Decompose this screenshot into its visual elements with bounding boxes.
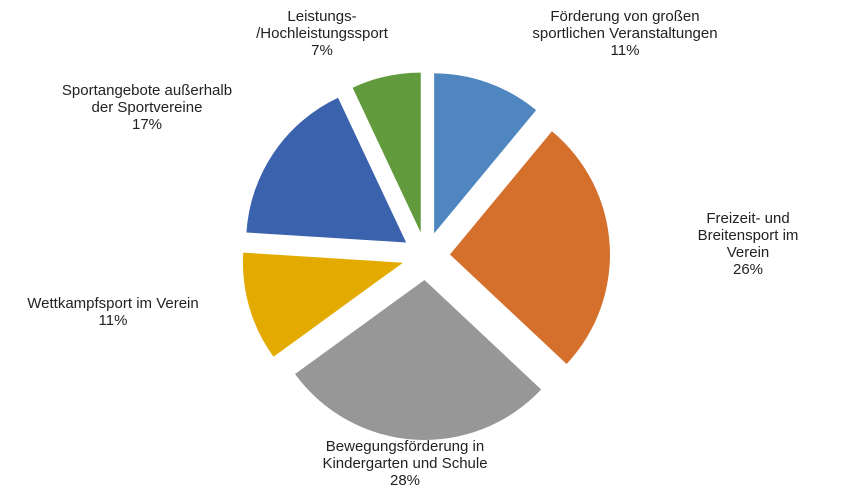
pie-slice [242,252,403,357]
slice-label: Freizeit- und Breitensport im Verein 26% [691,210,806,278]
category-label: Bewegungsförderung in Kindergarten und S… [322,438,488,472]
slice-label: Leistungs- /Hochleistungssport 7% [256,8,388,59]
pie-slice [449,131,610,365]
value-label: 11% [98,312,128,329]
category-label: Förderung von großen sportlichen Veranst… [532,8,718,42]
value-label: 11% [610,42,640,59]
slice-label: Bewegungsförderung in Kindergarten und S… [322,438,487,489]
value-label: 7% [311,42,333,59]
category-label: Leistungs- /Hochleistungssport [256,8,388,42]
slice-label: Wettkampfsport im Verein 11% [27,295,198,329]
value-label: 17% [131,116,163,133]
category-label: Sportangebote außerhalb der Sportvereine [61,82,233,116]
pie-slice [295,279,542,440]
value-label: 28% [389,472,421,489]
pie-slice [434,73,537,234]
category-label: Freizeit- und Breitensport im Verein [697,210,799,261]
category-label: Wettkampfsport im Verein [27,295,199,312]
pie-slice [246,97,407,243]
slice-label: Sportangebote außerhalb der Sportvereine… [62,82,232,133]
value-label: 26% [732,261,764,278]
slice-label: Förderung von großen sportlichen Veranst… [532,8,717,59]
pie-slice [352,72,421,233]
